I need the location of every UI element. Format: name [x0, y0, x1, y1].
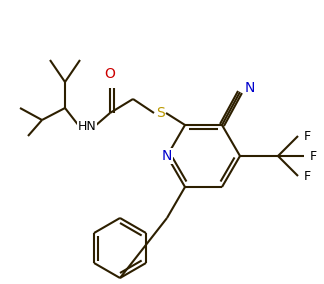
Text: F: F	[304, 130, 311, 143]
Text: N: N	[162, 149, 172, 163]
Text: N: N	[245, 81, 255, 95]
Text: F: F	[310, 149, 317, 162]
Text: O: O	[105, 67, 115, 81]
Text: F: F	[304, 170, 311, 183]
Text: HN: HN	[78, 120, 96, 133]
Text: S: S	[156, 106, 164, 120]
